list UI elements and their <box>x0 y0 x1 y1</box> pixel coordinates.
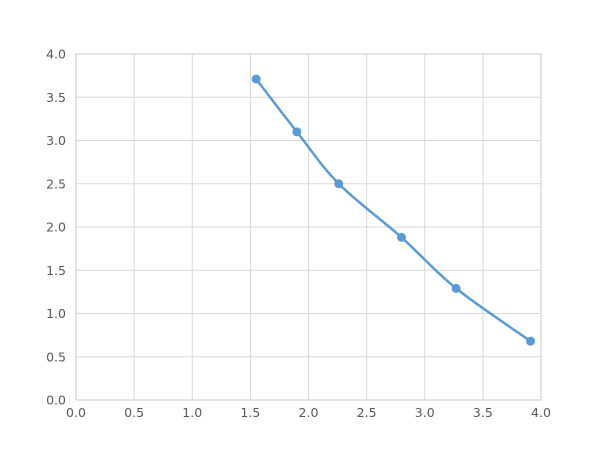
x-tick-label: 0.0 <box>66 405 86 420</box>
y-tick-label: 2.5 <box>46 176 66 191</box>
x-tick-label: 4.0 <box>531 405 551 420</box>
y-tick-label: 2.0 <box>46 220 66 235</box>
data-point-marker <box>292 127 302 137</box>
x-tick-label: 3.0 <box>415 405 435 420</box>
y-tick-label: 3.5 <box>46 90 66 105</box>
data-point-marker <box>251 74 261 84</box>
plot-border <box>75 53 542 401</box>
data-point-marker <box>397 232 406 242</box>
y-tick-label: 4.0 <box>46 47 66 62</box>
x-tick-label: 2.5 <box>357 405 377 420</box>
x-tick-label: 2.0 <box>299 405 319 420</box>
y-tick-label: 0.0 <box>46 393 66 408</box>
y-tick-label: 0.5 <box>46 349 66 364</box>
x-tick-label: 3.5 <box>473 405 493 420</box>
x-tick-label: 1.5 <box>240 405 260 420</box>
y-tick-label: 1.0 <box>46 306 66 321</box>
data-point-marker <box>451 283 461 293</box>
y-tick-label: 1.5 <box>46 263 66 278</box>
x-tick-label: 0.5 <box>124 405 144 420</box>
data-point-marker <box>526 336 536 346</box>
data-point-marker <box>334 179 344 189</box>
y-tick-label: 3.0 <box>46 133 66 148</box>
x-tick-label: 1.0 <box>182 405 202 420</box>
